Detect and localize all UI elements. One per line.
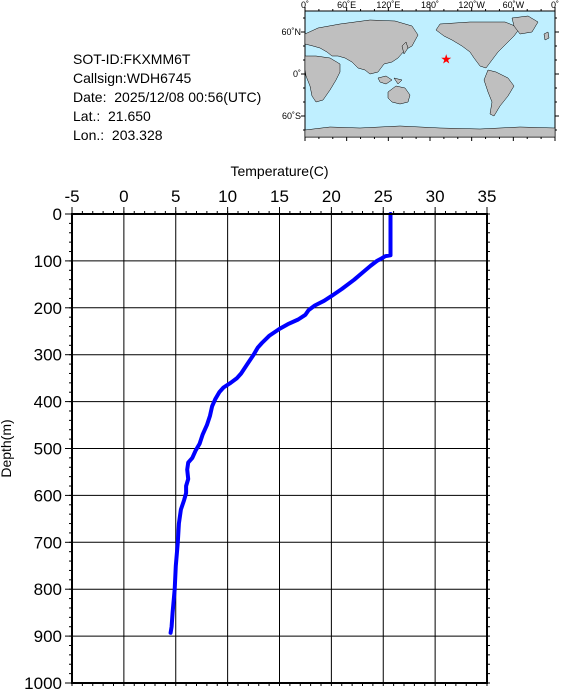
temperature-profile-line: [168, 212, 393, 635]
y-tick-label: 200: [34, 299, 62, 318]
x-tick-label: 0: [119, 187, 128, 206]
sot-id-text: SOT-ID:FKXMM6T: [73, 51, 191, 67]
y-tick-label: 100: [34, 252, 62, 271]
y-tick-label: 500: [34, 440, 62, 459]
x-tick-label: 30: [426, 187, 445, 206]
y-tick-label: 300: [34, 346, 62, 365]
y-tick-label: 0: [53, 205, 62, 224]
x-tick-label: 15: [270, 187, 289, 206]
x-tick-label: 20: [322, 187, 341, 206]
map-latitude-label: 60˚S: [282, 111, 301, 121]
y-axis-title: Depth(m): [0, 419, 14, 477]
x-tick-label: 35: [478, 187, 497, 206]
map-longitude-label: 60˚E: [337, 0, 356, 10]
map-longitude-label: 120˚W: [458, 0, 485, 10]
x-tick-label: 5: [171, 187, 180, 206]
callsign-text: Callsign:WDH6745: [73, 70, 192, 86]
x-axis-title: Temperature(C): [230, 163, 328, 179]
map-latitude-label: 60˚N: [281, 27, 301, 37]
y-tick-label: 400: [34, 393, 62, 412]
map-latitude-label: 0˚: [293, 69, 301, 79]
location-map: 0˚ 60˚E 120˚E 180˚ 120˚W 60˚W 0˚ 60˚N 0˚ 60˚S ★: [281, 0, 559, 141]
x-tick-label: 10: [218, 187, 237, 206]
y-tick-label: 600: [34, 486, 62, 505]
longitude-text: Lon.: 203.328: [73, 127, 163, 143]
y-tick-label: 1000: [24, 674, 62, 690]
map-longitude-label: 60˚W: [503, 0, 525, 10]
y-tick-label: 700: [34, 533, 62, 552]
map-longitude-label: 0˚: [301, 0, 309, 10]
y-tick-label: 900: [34, 627, 62, 646]
date-text: Date: 2025/12/08 00:56(UTC): [73, 89, 262, 105]
map-longitude-label: 120˚E: [376, 0, 400, 10]
float-info-block: SOT-ID:FKXMM6T Callsign:WDH6745 Date: 20…: [73, 50, 261, 145]
map-land: [304, 15, 556, 138]
y-tick-label: 800: [34, 580, 62, 599]
map-longitude-label: 180˚: [421, 0, 439, 10]
latitude-text: Lat.: 21.650: [73, 108, 151, 124]
map-longitude-label: 0˚: [551, 0, 559, 10]
x-tick-label: -5: [64, 187, 79, 206]
float-location-star-icon: ★: [440, 51, 452, 66]
plot-frame: [71, 213, 488, 684]
x-tick-label: 25: [374, 187, 393, 206]
